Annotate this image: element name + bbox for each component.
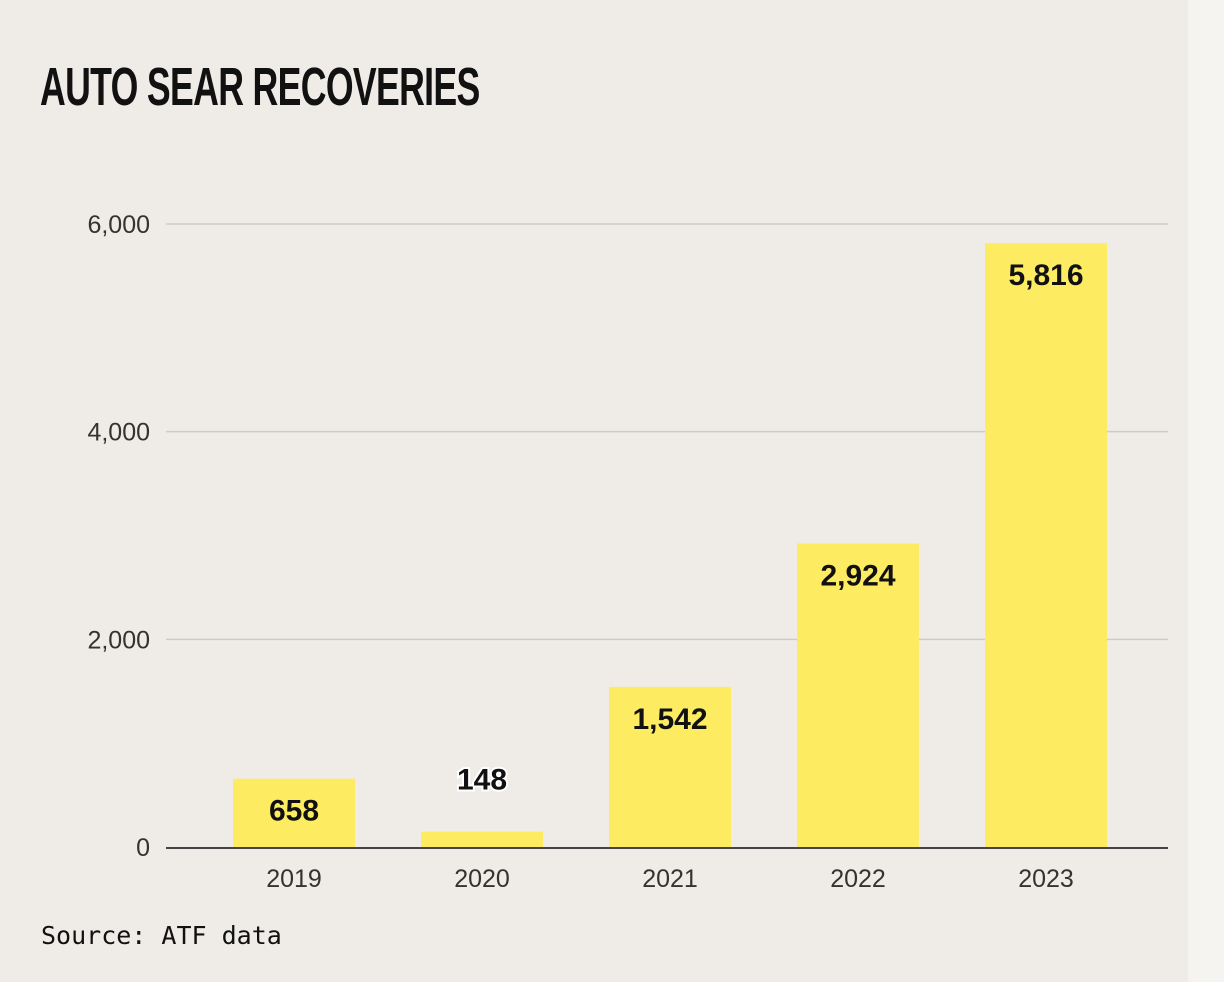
y-tick-label: 0 bbox=[136, 834, 150, 862]
bar-2019 bbox=[233, 778, 355, 847]
x-tick-label: 2022 bbox=[830, 865, 886, 893]
bars bbox=[233, 243, 1107, 847]
data-label-2021: 1,542 bbox=[632, 703, 707, 736]
x-tick-label: 2021 bbox=[642, 865, 698, 893]
x-tick-label: 2020 bbox=[454, 865, 510, 893]
y-tick-label: 6,000 bbox=[87, 211, 150, 239]
y-axis-tick-labels: 0 2,000 4,000 6,000 bbox=[87, 211, 150, 862]
page-edge bbox=[1188, 0, 1224, 982]
x-tick-label: 2023 bbox=[1018, 865, 1074, 893]
chart-title: AUTO SEAR RECOVERIES bbox=[40, 57, 480, 117]
x-tick-label: 2019 bbox=[266, 865, 322, 893]
y-tick-label: 4,000 bbox=[87, 419, 150, 447]
data-label-2023: 5,816 bbox=[1008, 259, 1083, 292]
bar-2020 bbox=[421, 831, 543, 847]
bar-2021 bbox=[609, 686, 731, 847]
data-label-2022: 2,924 bbox=[820, 559, 895, 592]
y-tick-label: 2,000 bbox=[87, 626, 150, 654]
source-note: Source: ATF data bbox=[41, 921, 282, 950]
bar-2023 bbox=[985, 243, 1107, 847]
bar-2022 bbox=[797, 543, 919, 847]
data-labels: 658 148 1,542 2,924 5,816 bbox=[269, 259, 1084, 828]
x-axis-tick-labels: 2019 2020 2021 2022 2023 bbox=[266, 865, 1074, 893]
data-label-2019: 658 bbox=[269, 795, 319, 828]
data-label-2020: 148 bbox=[457, 764, 507, 797]
